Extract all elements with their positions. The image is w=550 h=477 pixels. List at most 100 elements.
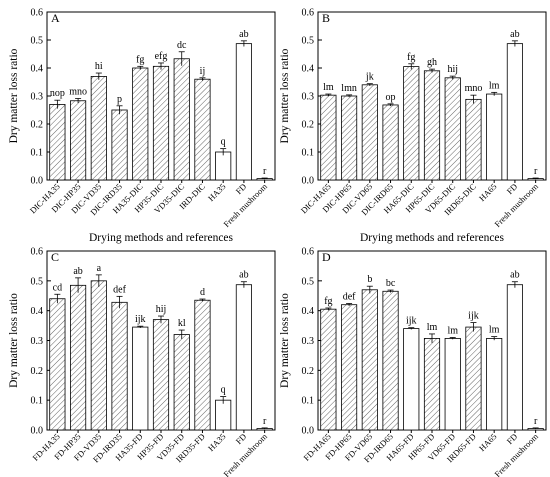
y-tick-label: 0.1 [302,148,315,159]
bar [70,100,87,181]
significance-label: lm [323,82,334,93]
bar [423,338,441,431]
bar [465,326,482,431]
y-tick-label: 0.5 [302,36,315,47]
bar [215,151,232,181]
significance-label: gh [427,57,437,68]
significance-label: hi [95,61,103,72]
bar [70,284,87,431]
y-tick-label: 0.3 [31,92,44,103]
y-tick-label: 0.5 [31,36,44,47]
bar [486,93,503,181]
significance-label: mno [465,83,483,94]
significance-label: fg [136,54,144,65]
y-axis-title: Dry matter loss ratio [8,48,20,143]
significance-label: efg [155,51,168,62]
bar [361,289,378,431]
panel-label: B [322,11,330,25]
significance-label: op [386,92,396,103]
significance-label: nop [50,88,65,99]
bar [173,58,190,181]
chart-panel-a: 0.00.10.20.30.40.50.6nopDIC-HA35mnoDIC-H… [8,8,276,244]
bar [320,308,337,431]
y-tick-label: 0.3 [31,336,44,347]
bar [152,65,170,181]
significance-label: q [221,385,226,396]
y-tick-label: 0.1 [31,396,44,407]
significance-label: ij [200,66,206,77]
y-tick-label: 0.2 [31,366,44,377]
bar [152,319,170,431]
y-axis-title: Dry matter loss ratio [8,293,20,388]
significance-label: a [97,263,102,274]
significance-label: def [343,292,356,303]
significance-label: q [221,137,226,148]
significance-label: ab [239,29,248,40]
bar [132,67,149,181]
y-tick-label: 0.0 [31,176,44,187]
y-tick-label: 0.6 [302,8,315,19]
significance-label: ab [239,270,248,281]
significance-label: dc [177,40,187,51]
x-tick-label: HA35 [206,431,228,453]
bar [506,43,523,181]
y-tick-label: 0.3 [302,92,315,103]
x-axis-title: Drying methods and references [89,232,234,244]
bar [403,66,420,181]
panel-label: A [51,11,60,25]
bar [465,98,482,181]
bar [341,95,358,181]
significance-label: lm [447,326,458,337]
y-tick-label: 0.0 [302,426,315,437]
y-tick-label: 0.4 [31,64,44,75]
x-tick-label: FD [505,431,520,446]
bar [486,338,503,431]
bar [320,94,337,181]
y-tick-label: 0.3 [302,336,315,347]
significance-label: lm [489,325,500,336]
significance-label: fg [324,296,332,307]
y-tick-label: 0.6 [31,8,44,19]
significance-label: fg [407,52,415,63]
bar [49,104,66,181]
x-tick-label: FD [234,431,249,446]
bar [235,284,252,431]
y-axis-title: Dry matter loss ratio [279,48,291,143]
significance-label: def [113,284,126,295]
significance-label: r [534,166,538,177]
bar [235,43,252,181]
y-tick-label: 0.2 [31,120,44,131]
panel-label: D [322,250,331,264]
chart-panel-c: 0.00.10.20.30.40.50.6cdFD-HA35abFD-HP35a… [8,247,276,477]
chart-panel-d: 0.00.10.20.30.40.50.6fgFD-HA65defFD-HP65… [279,247,547,477]
bar [403,328,420,431]
y-tick-label: 0.4 [302,306,315,317]
significance-label: lm [427,322,438,333]
significance-label: b [367,274,372,285]
y-tick-label: 0.4 [31,306,44,317]
bar [341,304,358,431]
y-tick-label: 0.5 [31,276,44,287]
significance-label: ijk [406,316,417,327]
y-axis-title: Dry matter loss ratio [279,293,291,388]
significance-label: kl [178,318,186,329]
bar [423,70,441,181]
y-tick-label: 0.6 [302,247,315,258]
bar [90,280,107,431]
significance-label: hij [447,64,458,75]
x-tick-label: FD [505,181,520,196]
bar [194,299,211,431]
significance-label: ijk [468,311,479,322]
x-tick-label: HA65 [477,181,499,203]
significance-label: r [263,166,267,177]
significance-label: r [534,416,538,427]
bar [49,298,66,431]
bar [194,78,211,181]
significance-label: cd [53,282,62,293]
significance-label: ab [510,29,519,40]
bar [111,109,128,181]
significance-label: ab [510,270,519,281]
y-tick-label: 0.6 [31,247,44,258]
y-tick-label: 0.0 [302,176,315,187]
significance-label: ijk [135,314,146,325]
